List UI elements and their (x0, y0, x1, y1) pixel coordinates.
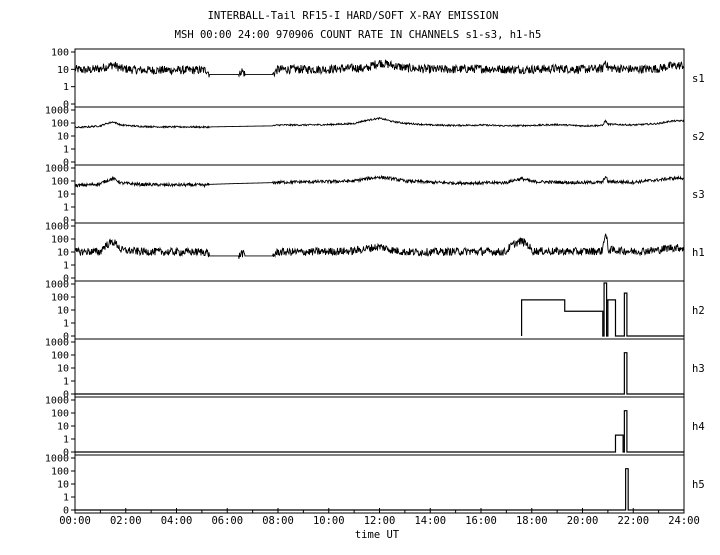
y-tick-label-s2: 1000 (45, 106, 69, 117)
channel-label-s2: s2 (692, 131, 705, 143)
channel-label-s1: s1 (692, 73, 705, 85)
y-tick-label-h1: 100 (51, 235, 69, 246)
y-tick-label-s1: 1 (63, 82, 69, 93)
channel-label-s3: s3 (692, 189, 705, 201)
y-tick-label-s3: 1 (63, 203, 69, 214)
y-tick-label-h3: 1000 (45, 338, 69, 349)
y-tick-label-s1: 0 (63, 100, 69, 111)
series-line-h4 (75, 410, 684, 453)
y-tick-label-s3: 1000 (45, 164, 69, 175)
y-tick-label-s2: 10 (57, 132, 69, 143)
series-line-h2 (521, 282, 684, 337)
y-tick-label-s3: 10 (57, 190, 69, 201)
x-tick-label: 04:00 (161, 515, 193, 527)
series-line-s2 (74, 116, 685, 129)
y-tick-label-s1: 100 (51, 48, 69, 59)
series-line-s1 (74, 59, 685, 78)
x-tick-label: 20:00 (567, 515, 599, 527)
x-tick-label: 14:00 (414, 515, 446, 527)
y-tick-label-h5: 100 (51, 467, 69, 478)
x-tick-label: 22:00 (617, 515, 649, 527)
series-line-h3 (75, 352, 684, 395)
y-tick-label-h3: 10 (57, 364, 69, 375)
x-tick-label: 06:00 (211, 515, 243, 527)
y-tick-label-h3: 100 (51, 351, 69, 362)
y-tick-label-s2: 1 (63, 145, 69, 156)
y-tick-label-h1: 1 (63, 261, 69, 272)
series-line-s3 (74, 174, 685, 189)
y-tick-label-h1: 1000 (45, 222, 69, 233)
y-tick-label-h4: 1000 (45, 396, 69, 407)
x-tick-label: 02:00 (110, 515, 142, 527)
channel-label-h2: h2 (692, 305, 705, 317)
y-tick-label-s3: 0 (63, 216, 69, 227)
y-tick-label-h4: 0 (63, 448, 69, 459)
y-tick-label-h4: 10 (57, 422, 69, 433)
y-tick-label-h2: 0 (63, 332, 69, 343)
x-tick-label: 18:00 (516, 515, 548, 527)
chart-subtitle: MSH 00:00 24:00 970906 COUNT RATE IN CHA… (175, 29, 542, 41)
y-tick-label-s2: 100 (51, 119, 69, 130)
channel-label-h3: h3 (692, 363, 705, 375)
channel-label-h1: h1 (692, 247, 705, 259)
y-tick-label-h4: 1 (63, 435, 69, 446)
y-tick-label-h5: 1 (63, 493, 69, 504)
y-tick-label-h2: 100 (51, 293, 69, 304)
y-tick-label-h5: 0 (63, 506, 69, 517)
x-tick-label: 16:00 (465, 515, 497, 527)
y-tick-label-h3: 1 (63, 377, 69, 388)
series-line-h1 (74, 233, 685, 259)
x-tick-label: 00:00 (59, 515, 91, 527)
panels-group: 1001010s110001001010s210001001010s310001… (45, 48, 705, 528)
y-tick-label-s2: 0 (63, 158, 69, 169)
chart-title: INTERBALL-Tail RF15-I HARD/SOFT X-RAY EM… (208, 10, 499, 22)
y-tick-label-s3: 100 (51, 177, 69, 188)
x-axis-label: time UT (355, 529, 400, 541)
y-tick-label-h2: 10 (57, 306, 69, 317)
y-tick-label-h5: 1000 (45, 454, 69, 465)
y-tick-label-h1: 10 (57, 248, 69, 259)
y-tick-label-h4: 100 (51, 409, 69, 420)
y-tick-label-s1: 10 (57, 65, 69, 76)
x-tick-label: 24:00 (668, 515, 700, 527)
channel-label-h5: h5 (692, 479, 705, 491)
series-line-h5 (75, 468, 684, 511)
y-tick-label-h2: 1000 (45, 280, 69, 291)
x-tick-label: 10:00 (313, 515, 345, 527)
x-tick-label: 12:00 (364, 515, 396, 527)
y-tick-label-h2: 1 (63, 319, 69, 330)
channel-label-h4: h4 (692, 421, 705, 433)
y-tick-label-h1: 0 (63, 274, 69, 285)
y-tick-label-h3: 0 (63, 390, 69, 401)
y-tick-label-h5: 10 (57, 480, 69, 491)
x-tick-label: 08:00 (262, 515, 294, 527)
